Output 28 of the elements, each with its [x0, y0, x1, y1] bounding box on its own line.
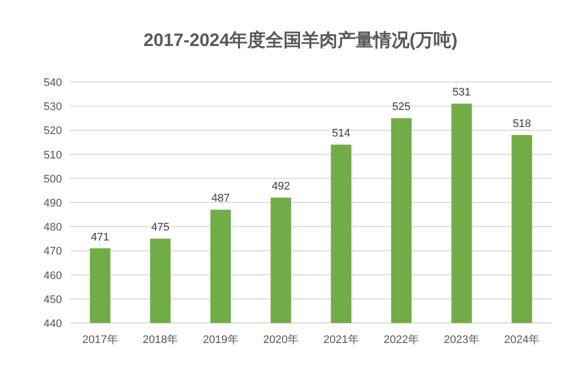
- data-label: 531: [452, 86, 471, 99]
- y-tick-label: 490: [44, 198, 62, 210]
- data-label: 471: [90, 231, 110, 244]
- data-label: 475: [151, 222, 170, 234]
- y-tick-label: 470: [44, 246, 62, 258]
- x-tick-label: 2018年: [142, 334, 178, 346]
- data-label: 514: [332, 128, 350, 140]
- data-label: 525: [392, 101, 411, 114]
- x-tick-label: 2021年: [323, 334, 359, 346]
- x-tick-label: 2017年: [82, 334, 118, 346]
- y-tick-label: 520: [44, 125, 62, 138]
- y-tick-label: 500: [44, 173, 62, 186]
- data-label: 492: [272, 180, 290, 193]
- x-tick-label: 2019年: [202, 334, 238, 346]
- chart-title: 2017-2024年度全国羊肉产量情况(万吨): [143, 30, 458, 50]
- y-tick-label: 510: [44, 149, 62, 162]
- x-tick-label: 2024年: [504, 334, 540, 346]
- y-tick-label: 530: [44, 101, 62, 114]
- x-tick-label: 2022年: [384, 334, 420, 346]
- y-tick-label: 440: [44, 318, 62, 330]
- y-tick-label: 450: [44, 294, 62, 306]
- x-tick-label: 2020年: [263, 334, 299, 346]
- y-tick-label: 460: [44, 270, 62, 282]
- data-label: 518: [512, 118, 532, 130]
- x-tick-label: 2023年: [444, 334, 480, 346]
- y-tick-label: 480: [44, 222, 62, 234]
- data-label: 487: [211, 192, 230, 205]
- y-tick-label: 540: [44, 77, 62, 89]
